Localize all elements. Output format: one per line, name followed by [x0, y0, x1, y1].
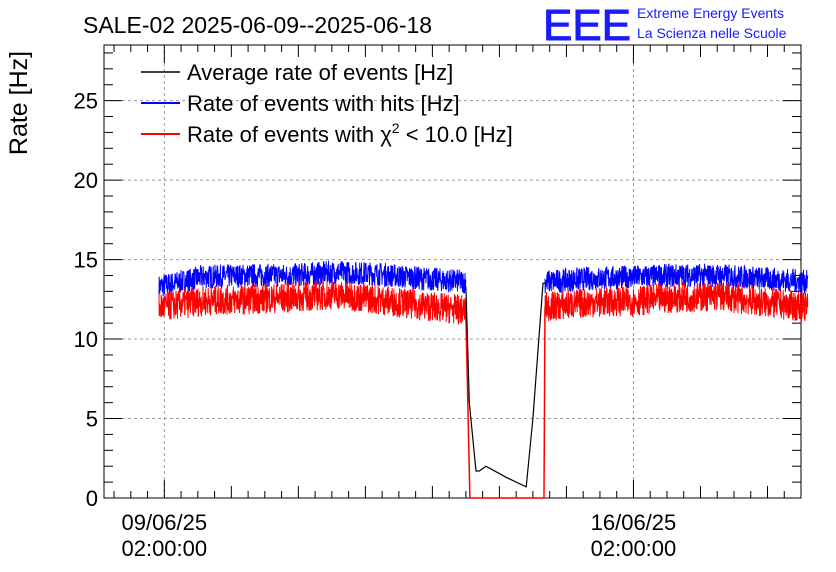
- y-tick-label: 15: [74, 248, 98, 273]
- x-tick-label-date: 16/06/25: [591, 510, 677, 535]
- hits-series-segment-0: [158, 260, 467, 299]
- chi2-series-gap: [465, 307, 546, 499]
- series-layer: [158, 260, 809, 499]
- y-tick-label: 25: [74, 89, 98, 114]
- legend-label-hits: Rate of events with hits [Hz]: [187, 91, 460, 116]
- y-tick-label: 0: [86, 486, 98, 511]
- hits-series-segment-1: [544, 263, 809, 294]
- legend: Average rate of events [Hz] Rate of even…: [141, 60, 513, 147]
- y-tick-label: 20: [74, 168, 98, 193]
- legend-label-chi2: Rate of events with χ2 < 10.0 [Hz]: [187, 120, 513, 147]
- logo-line-2: La Scienza nelle Scuole: [637, 25, 787, 41]
- legend-chi2-superscript: 2: [392, 120, 400, 136]
- y-axis-label: Rate [Hz]: [5, 51, 33, 155]
- eee-logo: EEE Extreme Energy Events La Scienza nel…: [543, 1, 787, 51]
- axis-ticks: [104, 45, 802, 499]
- x-tick-label-time: 02:00:00: [591, 536, 677, 561]
- y-tick-labels: 0 5 10 15 20 25: [74, 89, 98, 511]
- grid-lines: [104, 45, 801, 498]
- chart-title: SALE-02 2025-06-09--2025-06-18: [83, 12, 432, 38]
- legend-chi2-suffix: < 10.0 [Hz]: [400, 122, 513, 147]
- y-tick-label: 5: [86, 407, 98, 432]
- y-tick-label: 10: [74, 327, 98, 352]
- legend-label-average: Average rate of events [Hz]: [187, 60, 453, 85]
- logo-line-1: Extreme Energy Events: [637, 5, 784, 21]
- x-tick-label-time: 02:00:00: [121, 536, 207, 561]
- chi2-series-segment-0: [158, 280, 467, 325]
- legend-chi2-prefix: Rate of events with: [187, 122, 380, 147]
- x-tick-label-date: 09/06/25: [121, 510, 207, 535]
- average-series: [465, 282, 547, 488]
- eee-logo-mark: EEE: [543, 1, 631, 50]
- legend-chi2-symbol: χ: [380, 122, 392, 147]
- chi2-series-segment-1: [544, 282, 809, 324]
- plot-frame: [103, 44, 802, 499]
